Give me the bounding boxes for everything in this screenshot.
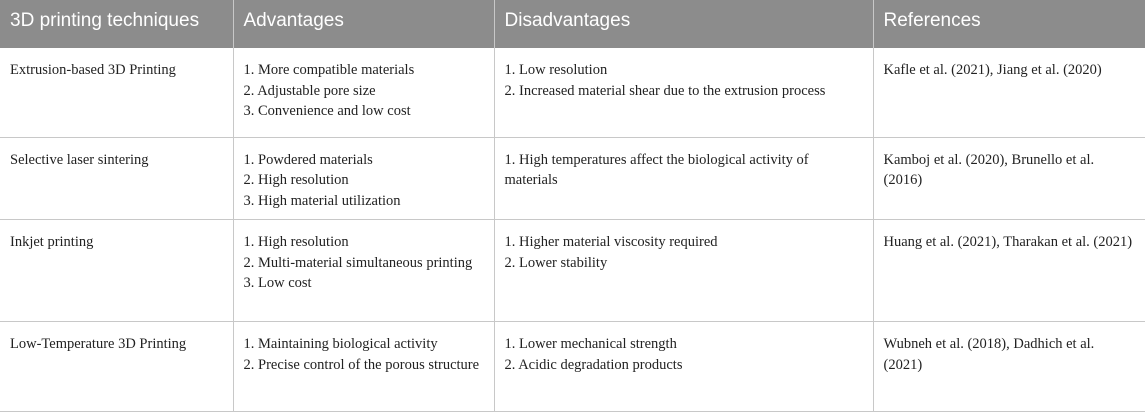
disadvantages-cell: 1. Lower mechanical strength 2. Acidic d… [493,321,873,412]
list-item: 3. Convenience and low cost [243,103,411,119]
technique-cell: Low-Temperature 3D Printing [0,321,233,412]
advantages-cell: 1. Powdered materials 2. High resolution… [232,137,494,220]
advantages-cell: 1. More compatible materials 2. Adjustab… [232,48,494,138]
list-item: 3. High material utilization [243,192,401,209]
table-row: Selective laser sintering 1. Powdered ma… [0,137,1145,220]
list-item: 2. High resolution [243,172,349,188]
list-item: 2. Lower stability [504,254,608,271]
list-item: 1. High resolution [243,234,349,250]
list-item: 1. Higher material viscosity required [504,234,718,250]
list-item: 2. Adjustable pore size [243,82,376,99]
list-item: 1. More compatible materials [243,62,415,78]
advantages-cell: 1. Maintaining biological activity 2. Pr… [232,321,494,412]
header-advantages: Advantages [232,0,494,48]
list-item: 2. Acidic degradation products [504,356,683,373]
table-row: Inkjet printing 1. High resolution 2. Mu… [0,219,1145,322]
header-row: 3D printing techniques Advantages Disadv… [0,0,1145,48]
table-row: Low-Temperature 3D Printing 1. Maintaini… [0,321,1145,412]
header-references: References [872,0,1145,48]
header-disadvantages: Disadvantages [493,0,873,48]
advantages-cell: 1. High resolution 2. Multi-material sim… [232,219,494,322]
list-item: 2. Precise control of the porous structu… [243,356,480,373]
list-item: 3. Low cost [243,275,312,291]
references-cell: Kafle et al. (2021), Jiang et al. (2020) [872,48,1145,138]
disadvantages-cell: 1. High temperatures affect the biologic… [493,137,873,220]
references-cell: Wubneh et al. (2018), Dadhich et al. (20… [872,321,1145,412]
list-item: 1. Powdered materials [243,151,373,168]
table-body: Extrusion-based 3D Printing 1. More comp… [0,48,1145,412]
disadvantages-cell: 1. Higher material viscosity required 2.… [493,219,873,322]
list-item: 1. High temperatures affect the biologic… [504,151,809,189]
list-item: 1. Low resolution [504,62,608,78]
list-item: 1. Maintaining biological activity [243,336,438,352]
references-cell: Huang et al. (2021), Tharakan et al. (20… [872,219,1145,322]
technique-cell: Selective laser sintering [0,137,233,220]
disadvantages-cell: 1. Low resolution 2. Increased material … [493,48,873,138]
technique-cell: Inkjet printing [0,219,233,322]
references-cell: Kamboj et al. (2020), Brunello et al. (2… [872,137,1145,220]
technique-cell: Extrusion-based 3D Printing [0,48,233,138]
list-item: 1. Lower mechanical strength [504,336,677,352]
header-techniques: 3D printing techniques [0,0,233,48]
table-row: Extrusion-based 3D Printing 1. More comp… [0,48,1145,138]
list-item: 2. Increased material shear due to the e… [504,82,826,99]
list-item: 2. Multi-material simultaneous printing [243,254,473,271]
table-header: 3D printing techniques Advantages Disadv… [0,0,1145,48]
